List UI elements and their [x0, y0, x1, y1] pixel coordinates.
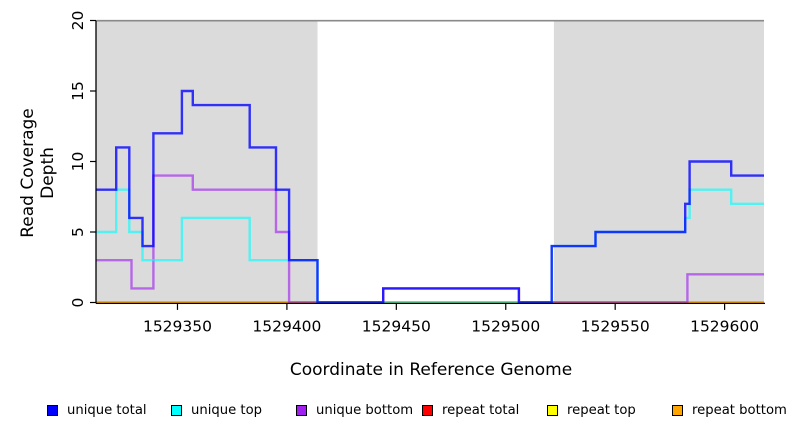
y-tick-label: 0 [69, 298, 87, 308]
repeat-region-shading [96, 20, 764, 304]
legend-swatch-unique-top [171, 404, 182, 416]
legend-swatch-unique-bottom [296, 404, 307, 416]
x-tick-label: 1529500 [471, 317, 540, 335]
coverage-series-lines [96, 89, 764, 304]
y-axis-title: Read Coverage Depth [18, 108, 58, 238]
x-tick-label: 1529400 [252, 317, 321, 335]
legend-item-repeat-bottom: repeat bottom [672, 400, 787, 420]
legend-swatch-unique-total [47, 404, 58, 416]
legend-item-repeat-top: repeat top [547, 400, 636, 420]
x-axis-title: Coordinate in Reference Genome [289, 360, 573, 380]
legend-item-unique-total: unique total [47, 400, 147, 420]
x-tick-label: 1529600 [690, 317, 759, 335]
repeat-region-left [96, 20, 318, 304]
axes: 0 5 10 15 20 1529350 1529400 1529450 1529500 1529… [69, 11, 765, 335]
x-tick-label: 1529450 [362, 317, 431, 335]
x-tick-label: 1529550 [581, 317, 650, 335]
y-tick-label: 10 [69, 152, 87, 172]
legend-label-unique-total: unique total [67, 402, 147, 418]
legend-item-repeat-total: repeat total [422, 400, 519, 420]
legend-swatch-repeat-top [547, 404, 558, 416]
series-line-unique-total [96, 89, 764, 304]
legend-label-unique-top: unique top [191, 402, 263, 418]
legend-swatch-repeat-bottom [672, 404, 683, 416]
y-tick-label: 5 [69, 227, 87, 237]
legend-swatch-repeat-total [422, 404, 433, 416]
legend-item-unique-top: unique top [171, 400, 262, 420]
y-tick-label: 20 [69, 11, 87, 31]
y-tick-label: 15 [69, 81, 87, 101]
x-tick-label: 1529350 [143, 317, 212, 335]
legend-label-repeat-bottom: repeat bottom [692, 402, 787, 418]
legend-label-repeat-total: repeat total [442, 402, 520, 418]
legend-item-unique-bottom: unique bottom [296, 400, 413, 420]
legend: unique total unique top unique bottom repea… [0, 400, 792, 422]
legend-label-repeat-top: repeat top [567, 402, 636, 418]
repeat-region-right [553, 20, 764, 304]
legend-label-unique-bottom: unique bottom [316, 402, 414, 418]
